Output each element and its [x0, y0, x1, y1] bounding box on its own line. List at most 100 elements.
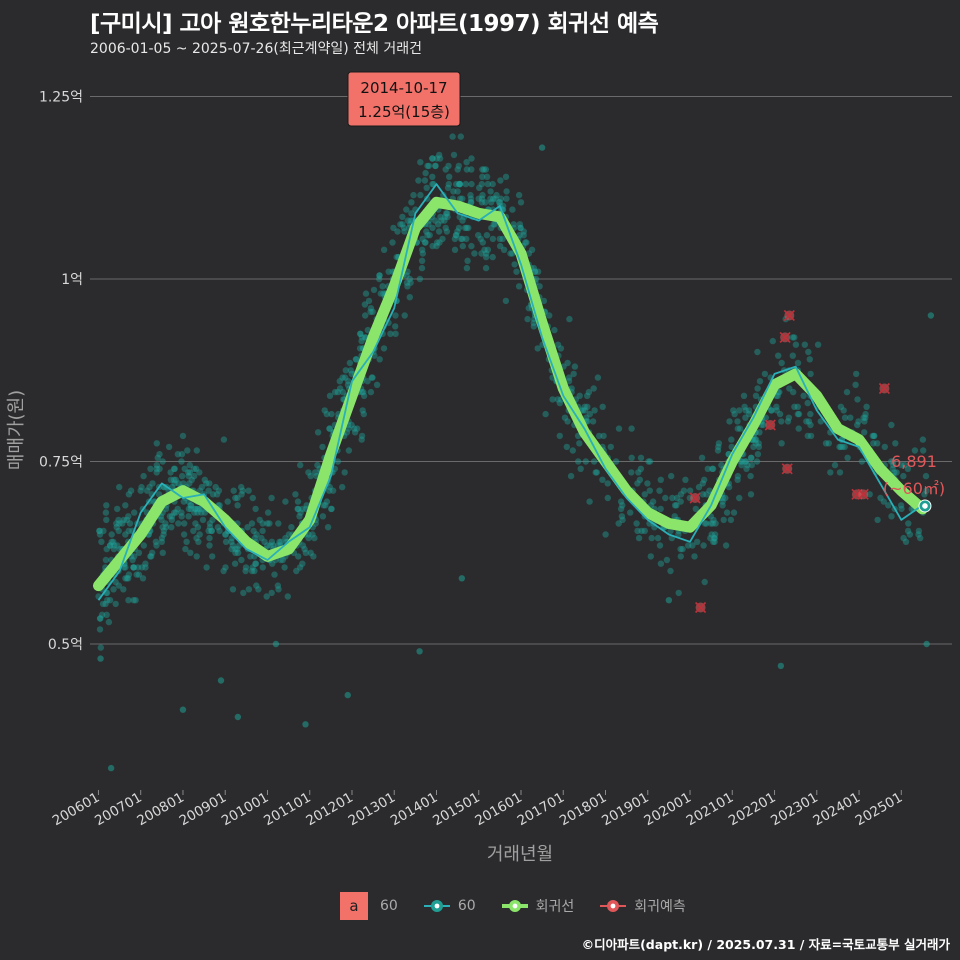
scatter-point — [155, 491, 163, 498]
scatter-point — [407, 279, 414, 286]
scatter-point — [301, 545, 308, 553]
scatter-point — [479, 239, 486, 246]
scatter-point — [175, 480, 182, 487]
scatter-point — [307, 472, 314, 480]
scatter-point — [564, 359, 571, 367]
scatter-point — [282, 498, 289, 505]
scatter-point — [209, 516, 216, 524]
scatter-point — [346, 359, 354, 367]
scatter-point — [671, 513, 678, 520]
scatter-point — [364, 326, 372, 334]
scatter-point — [436, 151, 443, 159]
scatter-point — [422, 169, 429, 177]
scatter-point — [898, 461, 905, 469]
scatter-point — [244, 524, 251, 531]
scatter-point — [459, 242, 466, 250]
scatter-point — [538, 144, 546, 151]
scatter-point — [114, 542, 121, 549]
scatter-point — [854, 421, 861, 429]
scatter-point — [251, 567, 258, 575]
scatter-point — [183, 538, 190, 545]
scatter-point — [595, 432, 603, 440]
scatter-point — [450, 151, 458, 159]
forecast-cross — [779, 331, 791, 343]
scatter-point — [590, 385, 597, 392]
scatter-point — [581, 403, 588, 410]
scatter-point — [741, 403, 748, 410]
scatter-point — [403, 206, 410, 213]
scatter-point — [785, 414, 793, 421]
scatter-point — [893, 469, 900, 476]
scatter-point — [454, 228, 461, 235]
scatter-point — [654, 534, 662, 542]
scatter-point — [441, 213, 449, 221]
x-axis-label: 거래년월 — [487, 844, 553, 865]
scatter-point — [775, 352, 782, 359]
scatter-point — [130, 564, 137, 571]
scatter-point — [135, 549, 143, 556]
scatter-point — [586, 498, 593, 505]
scatter-point — [456, 180, 464, 188]
scatter-point — [750, 443, 757, 451]
scatter-point — [754, 451, 762, 458]
scatter-point — [892, 440, 899, 447]
scatter-point — [222, 564, 229, 571]
scatter-point — [285, 531, 293, 538]
scatter-point — [423, 184, 430, 191]
scatter-point — [205, 527, 212, 535]
scatter-point — [96, 531, 104, 538]
scatter-point — [326, 487, 333, 494]
scatter-point — [179, 432, 187, 440]
scatter-point — [186, 480, 193, 487]
y-tick-label: 1.25억 — [39, 90, 83, 106]
scatter-point — [465, 224, 472, 232]
scatter-point — [224, 498, 231, 505]
scatter-point — [190, 465, 198, 472]
scatter-point — [418, 264, 426, 272]
scatter-point — [293, 567, 300, 575]
scatter-point — [617, 505, 625, 513]
scatter-point — [692, 505, 699, 513]
scatter-point — [618, 513, 626, 520]
scatter-point — [184, 447, 191, 454]
scatter-point — [656, 542, 664, 549]
scatter-point — [570, 370, 577, 378]
scatter-point — [435, 228, 443, 235]
scatter-point — [252, 560, 260, 567]
scatter-point — [156, 465, 163, 472]
scatter-point — [392, 330, 399, 337]
scatter-point — [201, 509, 209, 516]
scatter-point — [443, 228, 451, 235]
scatter-point — [645, 458, 652, 465]
scatter-point — [274, 582, 282, 589]
scatter-point — [249, 564, 256, 571]
scatter-point — [509, 206, 516, 213]
scatter-point — [656, 487, 663, 494]
scatter-point — [292, 491, 299, 498]
scatter-point — [487, 188, 494, 195]
scatter-point — [489, 235, 497, 243]
scatter-point — [694, 538, 701, 545]
scatter-point — [160, 527, 168, 535]
scatter-point — [795, 425, 802, 432]
scatter-point — [419, 235, 426, 243]
scatter-point — [740, 392, 748, 399]
scatter-point — [734, 418, 741, 425]
scatter-point — [116, 483, 123, 491]
scatter-point — [711, 534, 718, 542]
scatter-point — [175, 520, 182, 527]
scatter-point — [738, 461, 745, 469]
scatter-point — [707, 534, 714, 542]
scatter-point — [807, 421, 814, 429]
scatter-point — [915, 531, 922, 538]
scatter-point — [744, 461, 751, 469]
scatter-point — [453, 232, 460, 239]
scatter-point — [407, 217, 414, 224]
scatter-point — [450, 188, 457, 195]
scatter-point — [203, 564, 210, 571]
scatter-point — [727, 516, 735, 524]
scatter-point — [152, 538, 160, 545]
scatter-point — [206, 542, 213, 549]
scatter-point — [719, 498, 726, 505]
scatter-point — [489, 180, 496, 188]
